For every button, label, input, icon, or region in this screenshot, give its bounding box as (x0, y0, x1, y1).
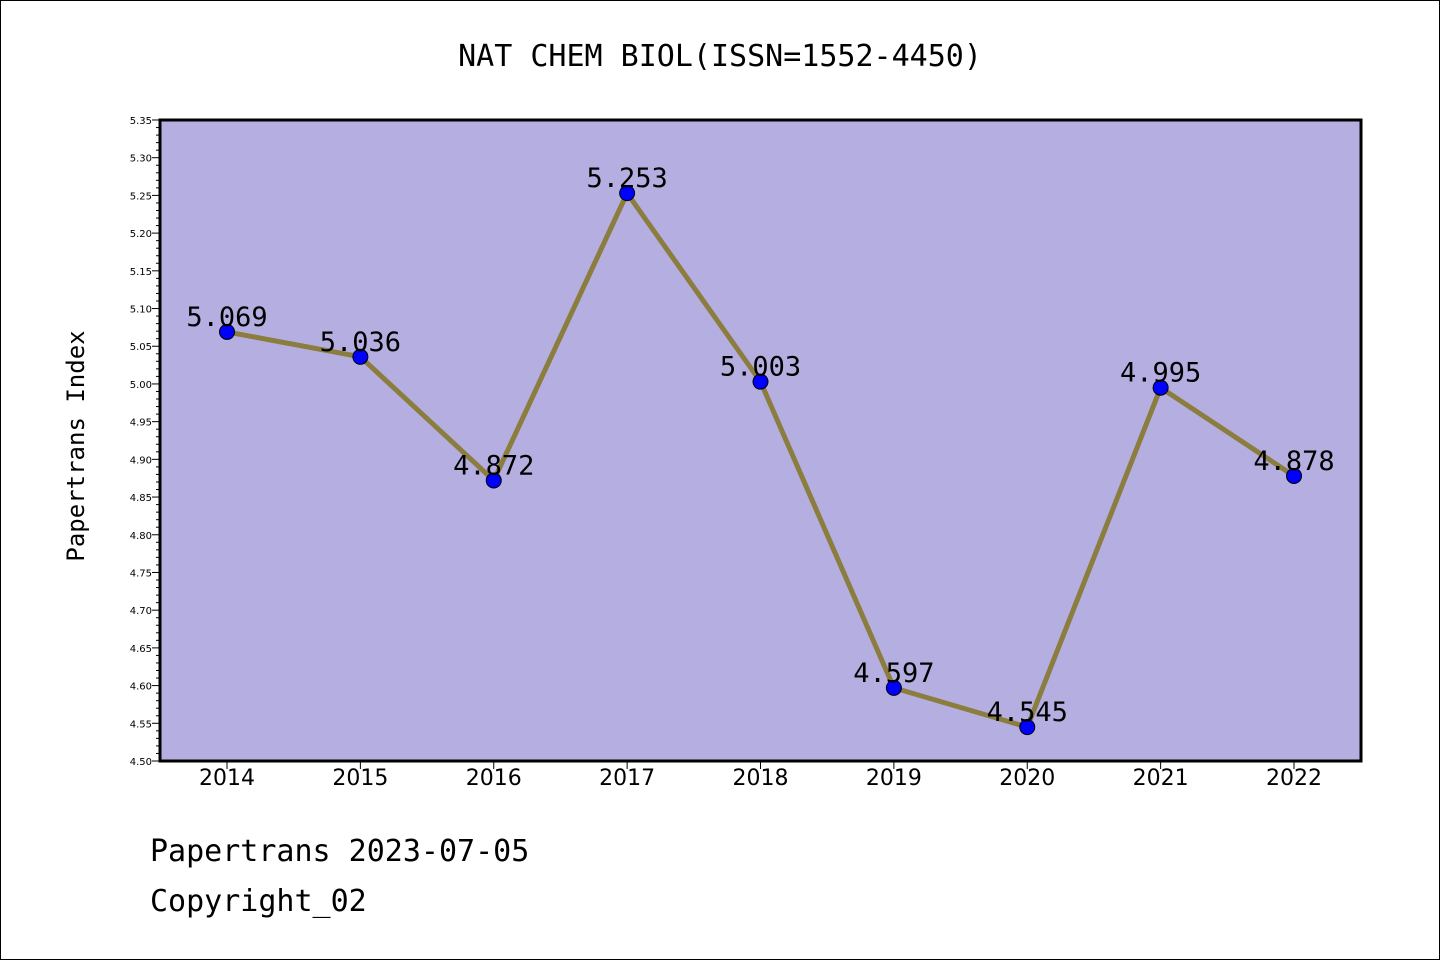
y-tick-label: 5.00 (130, 380, 152, 391)
data-point (352, 348, 369, 365)
data-label: 5.253 (586, 163, 667, 194)
data-label: 4.545 (987, 697, 1068, 728)
data-label: 5.003 (720, 352, 801, 383)
data-label: 4.597 (853, 658, 934, 689)
x-axis: 2014 2015 2016 2017 2018 2019 2020 2021 2022 (199, 761, 1322, 791)
y-tick-label: 5.25 (130, 191, 152, 202)
markers (219, 185, 1302, 736)
data-point (485, 472, 502, 489)
y-tick-label: 4.90 (130, 455, 152, 466)
y-tick-label: 5.05 (130, 342, 152, 353)
y-tick-label: 5.15 (130, 267, 152, 278)
x-tick-label: 2016 (466, 766, 522, 791)
x-tick-label: 2018 (733, 766, 789, 791)
y-tick-label: 5.30 (130, 154, 152, 165)
chart-title: NAT CHEM BIOL(ISSN=1552-4450) (458, 39, 982, 74)
data-point (1286, 467, 1302, 484)
footer-copyright: Copyright_02 (150, 884, 367, 919)
y-axis: 4.50 4.55 4.60 4.65 4.70 4.75 4.80 4.85 4.90 4.95… (130, 116, 160, 768)
x-tick-label: 2022 (1266, 766, 1322, 791)
y-tick-label: 4.80 (130, 531, 152, 542)
y-tick-label: 4.85 (130, 493, 152, 504)
y-tick-label: 4.75 (130, 568, 152, 579)
y-axis-label: Papertrans Index (62, 330, 90, 561)
x-tick-label: 2015 (332, 766, 388, 791)
x-tick-label: 2019 (866, 766, 922, 791)
data-point (1152, 379, 1169, 396)
data-point (219, 323, 235, 340)
data-point (619, 185, 636, 202)
plot-border (158, 118, 1363, 763)
x-tick-label: 2020 (999, 766, 1055, 791)
y-tick-label: 4.95 (130, 418, 152, 429)
footer-date: Papertrans 2023-07-05 (150, 834, 530, 869)
data-label: 4.995 (1120, 358, 1201, 389)
data-label: 4.878 (1253, 446, 1334, 477)
y-tick-label: 5.35 (130, 116, 152, 127)
data-point (1019, 719, 1036, 736)
data-labels: 5.069 5.036 4.872 5.253 5.003 4.597 4.545 4.995… (186, 163, 1334, 728)
y-tick-label: 4.50 (130, 757, 152, 768)
y-tick-label: 4.55 (130, 719, 152, 730)
x-tick-label: 2021 (1133, 766, 1189, 791)
x-tick-label: 2014 (199, 766, 255, 791)
data-point (752, 373, 769, 390)
y-tick-label: 5.20 (130, 229, 152, 240)
data-label: 4.872 (453, 450, 534, 481)
data-point (885, 679, 902, 696)
plot-area (160, 120, 1361, 761)
data-label: 5.069 (186, 302, 267, 333)
y-tick-label: 5.10 (130, 305, 152, 316)
y-tick-label: 4.65 (130, 644, 152, 655)
x-tick-label: 2017 (599, 766, 655, 791)
y-tick-label: 4.60 (130, 682, 152, 693)
data-label: 5.036 (320, 327, 401, 358)
y-tick-label: 4.70 (130, 606, 152, 617)
